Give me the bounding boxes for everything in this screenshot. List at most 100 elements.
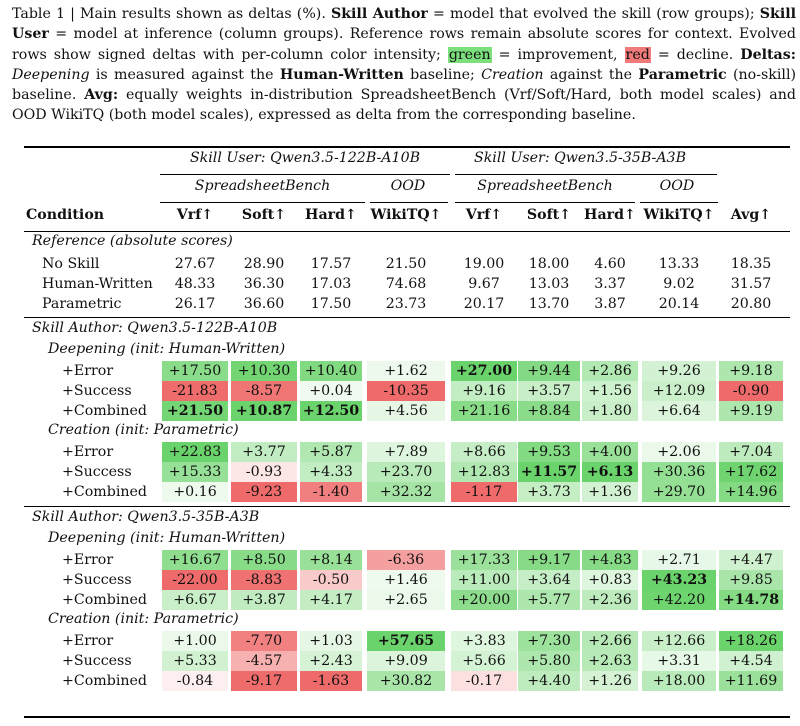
delta-cell: -4.57 [231, 651, 297, 671]
group-label: Creation (init: Parametric) [48, 422, 239, 438]
delta-cell: -1.40 [300, 482, 362, 502]
evolved-row-label: +Success [62, 464, 132, 480]
reference-cell: 26.17 [174, 296, 216, 312]
reference-cell: 9.02 [663, 276, 695, 292]
skill-user-term: Skill User [12, 6, 796, 43]
delta-cell: +4.17 [300, 590, 362, 610]
skill-author-label: Skill Author: Qwen3.5-122B-A10B [32, 320, 278, 336]
delta-cell: +18.00 [642, 671, 716, 691]
delta-cell: +15.33 [162, 462, 228, 482]
evolved-row-label: +Error [62, 363, 114, 379]
reference-cell: 13.33 [658, 256, 700, 272]
reference-cell: 3.87 [594, 296, 626, 312]
skill-user-group-1: Skill User: Qwen3.5-122B-A10B [189, 150, 421, 166]
evolved-row-label: +Error [62, 633, 114, 649]
delta-cell: +43.23 [642, 570, 716, 590]
delta-cell: -22.00 [162, 570, 228, 590]
reference-cell: 20.17 [463, 296, 505, 312]
delta-cell: +8.66 [451, 442, 517, 462]
section-rule [24, 506, 790, 507]
column-header: WikiTQ↑ [643, 207, 715, 223]
caption-text-8: against the [543, 66, 639, 83]
reference-cell: 36.60 [243, 296, 285, 312]
delta-cell: +10.30 [231, 361, 297, 381]
delta-cell: +29.70 [642, 482, 716, 502]
delta-cell: +0.16 [162, 482, 228, 502]
delta-cell: +16.67 [162, 550, 228, 570]
delta-cell: +1.36 [582, 482, 638, 502]
reference-cell: 20.80 [730, 296, 772, 312]
group-label: Deepening (init: Human-Written) [48, 341, 286, 357]
delta-cell: +4.83 [582, 550, 638, 570]
reference-cell: 17.03 [310, 276, 352, 292]
delta-cell: +2.71 [642, 550, 716, 570]
ood-label-2: OOD [659, 178, 695, 194]
delta-cell: +5.33 [162, 651, 228, 671]
cmidrule-user-1 [160, 174, 450, 175]
delta-cell: +17.50 [162, 361, 228, 381]
delta-cell: -0.84 [162, 671, 228, 691]
avg-term: Avg: [84, 87, 119, 104]
reference-row-label: Parametric [42, 296, 122, 312]
reference-cell: 23.73 [385, 296, 427, 312]
delta-cell: +3.64 [518, 570, 580, 590]
delta-cell: +1.46 [367, 570, 445, 590]
cmidrule-bench-2 [455, 202, 635, 203]
delta-cell: +0.04 [300, 381, 362, 401]
delta-cell: +12.50 [300, 401, 362, 421]
delta-cell: -0.93 [231, 462, 297, 482]
delta-cell: +3.31 [642, 651, 716, 671]
delta-cell: +2.86 [582, 361, 638, 381]
delta-cell: +4.33 [300, 462, 362, 482]
reference-cell: 3.37 [594, 276, 626, 292]
delta-cell: +42.20 [642, 590, 716, 610]
delta-cell: -6.36 [367, 550, 445, 570]
parametric-term: Parametric [638, 66, 727, 83]
delta-cell: +4.56 [367, 401, 445, 421]
delta-cell: +5.77 [518, 590, 580, 610]
deltas-term: Deltas: [740, 46, 796, 63]
delta-cell: +6.13 [582, 462, 638, 482]
caption-text-3: = model at inference (column groups). Re… [12, 26, 796, 63]
delta-cell: +5.87 [300, 442, 362, 462]
delta-cell: +57.65 [367, 631, 445, 651]
creation-term: Creation [481, 66, 544, 83]
column-header: Hard↑ [305, 207, 357, 223]
delta-cell: +30.82 [367, 671, 445, 691]
skill-user-group-2: Skill User: Qwen3.5-35B-A3B [473, 150, 687, 166]
delta-cell: +9.19 [719, 401, 783, 421]
evolved-row-label: +Success [62, 383, 132, 399]
delta-cell: -8.83 [231, 570, 297, 590]
evolved-row-label: +Success [62, 653, 132, 669]
table-caption: Table 1 | Main results shown as deltas (… [12, 4, 796, 126]
reference-cell: 20.14 [658, 296, 700, 312]
delta-cell: +11.00 [451, 570, 517, 590]
column-header: Hard↑ [584, 207, 636, 223]
delta-cell: +9.44 [518, 361, 580, 381]
delta-cell: +10.87 [231, 401, 297, 421]
delta-cell: -0.90 [719, 381, 783, 401]
delta-cell: +1.03 [300, 631, 362, 651]
delta-cell: +2.66 [582, 631, 638, 651]
delta-cell: +14.78 [719, 590, 783, 610]
delta-cell: +2.36 [582, 590, 638, 610]
reference-cell: 13.03 [528, 276, 570, 292]
reference-cell: 28.90 [243, 256, 285, 272]
reference-cell: 4.60 [594, 256, 626, 272]
delta-cell: +9.53 [518, 442, 580, 462]
delta-cell: -1.17 [451, 482, 517, 502]
delta-cell: +14.96 [719, 482, 783, 502]
delta-cell: +3.83 [451, 631, 517, 651]
group-label: Creation (init: Parametric) [48, 611, 239, 627]
delta-cell: +21.50 [162, 401, 228, 421]
delta-cell: +3.73 [518, 482, 580, 502]
delta-cell: +23.70 [367, 462, 445, 482]
human-written-term: Human-Written [279, 66, 404, 83]
delta-cell: +12.83 [451, 462, 517, 482]
caption-text-7: baseline; [403, 66, 482, 83]
evolved-row-label: +Combined [62, 403, 147, 419]
delta-cell: +3.87 [231, 590, 297, 610]
column-header: Vrf↑ [176, 207, 214, 223]
delta-cell: +1.00 [162, 631, 228, 651]
caption-text-10: equally weights in-distribution Spreadsh… [12, 87, 796, 124]
